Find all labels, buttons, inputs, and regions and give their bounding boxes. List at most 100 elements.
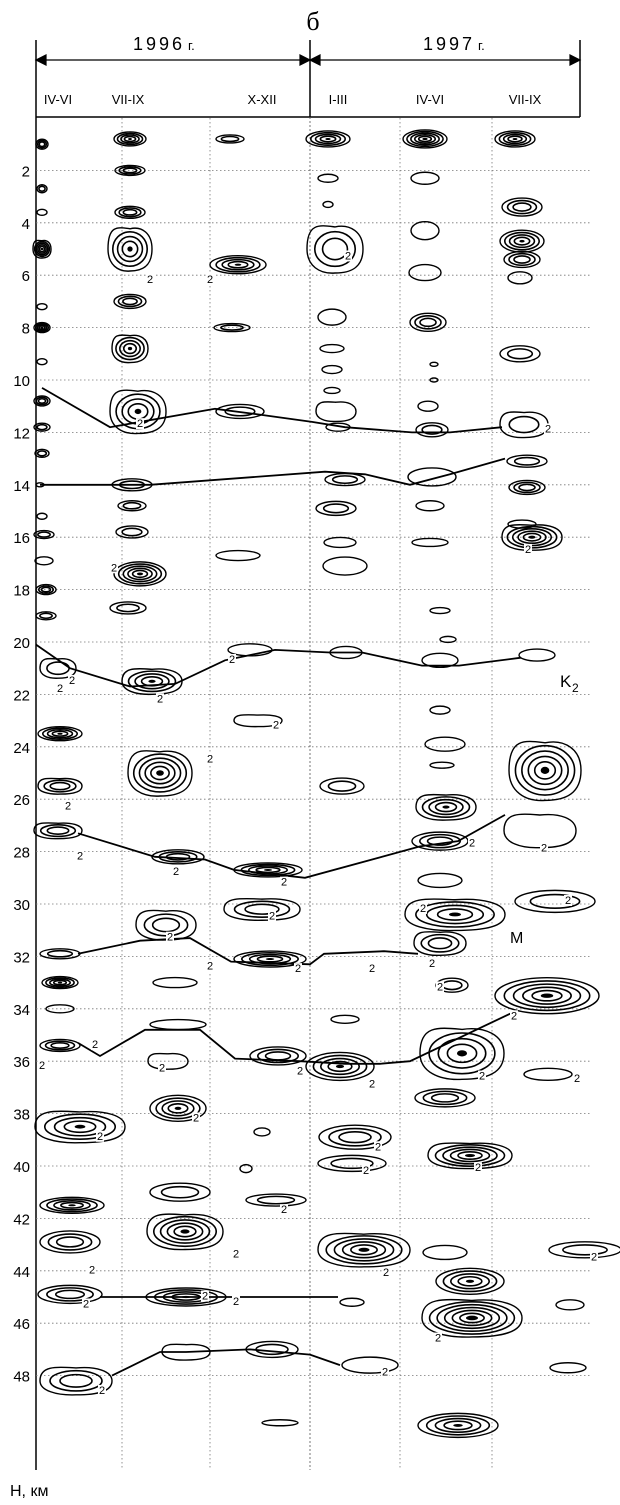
contour-cluster — [317, 1232, 411, 1268]
isoline — [116, 603, 140, 613]
k2-boundary-label: K 2 — [560, 672, 579, 695]
contour-cluster — [34, 1110, 126, 1144]
contour-cluster — [330, 1014, 360, 1024]
isoline — [421, 796, 471, 819]
isoline — [149, 1182, 211, 1202]
depth-tick-label: 16 — [13, 530, 30, 547]
isoline — [109, 389, 167, 435]
label-mask — [382, 1267, 390, 1279]
isoline — [317, 173, 339, 183]
isoline — [40, 586, 52, 593]
isoline-core — [512, 137, 518, 140]
contour-cluster — [245, 1193, 307, 1207]
isoline — [34, 322, 50, 333]
isoline — [121, 527, 143, 537]
isoline-core — [335, 1064, 345, 1069]
isoline — [224, 406, 256, 417]
contour-value-label: 2 — [369, 1078, 375, 1090]
isoline — [118, 165, 142, 175]
contour-value-label: 2 — [229, 654, 235, 666]
label-mask — [573, 1073, 581, 1085]
isoline — [239, 1163, 253, 1174]
contour-value-label: 2 — [541, 843, 547, 855]
contour-cluster — [305, 1051, 375, 1082]
isoline — [508, 740, 582, 802]
contour-cluster — [35, 611, 57, 621]
isoline — [33, 422, 51, 432]
contour-cluster — [323, 536, 357, 549]
isoline — [314, 133, 342, 145]
contour-cluster — [161, 1343, 211, 1361]
isoline — [312, 1054, 368, 1079]
label-mask — [136, 418, 144, 430]
isoline — [327, 1060, 353, 1073]
label-mask — [381, 1366, 389, 1378]
isoline — [118, 207, 142, 218]
isoline — [149, 1018, 207, 1031]
boundary-line — [77, 1010, 516, 1065]
isoline — [120, 134, 140, 144]
isoline — [44, 1040, 76, 1051]
isoline — [249, 1046, 307, 1066]
contour-cluster — [33, 422, 51, 432]
isoline — [508, 252, 536, 267]
contour-cluster — [319, 343, 345, 354]
contour-cluster — [323, 386, 341, 395]
isoline — [131, 569, 149, 579]
contour-cluster — [117, 500, 147, 512]
contour-value-label: 2 — [429, 958, 435, 970]
isoline — [522, 986, 572, 1005]
contour-cluster — [417, 400, 439, 412]
contour-cluster — [213, 322, 251, 333]
label-mask — [362, 1164, 370, 1176]
isoline — [115, 336, 145, 361]
isoline — [435, 1267, 505, 1295]
isoline — [36, 512, 48, 520]
isoline — [37, 1284, 103, 1305]
isoline — [533, 761, 557, 780]
isoline — [317, 1154, 387, 1173]
isoline — [513, 255, 531, 264]
contour-cluster — [429, 606, 451, 615]
isoline — [36, 302, 48, 311]
contour-cluster — [39, 1038, 81, 1053]
isoline-core — [528, 535, 536, 539]
isoline — [41, 727, 79, 740]
contour-cluster — [422, 1244, 468, 1261]
isoline — [36, 357, 48, 366]
isoline-core — [263, 868, 273, 871]
isoline — [221, 258, 255, 271]
isoline — [330, 1014, 360, 1024]
contour-cluster — [523, 1067, 573, 1082]
contour-value-label: 2 — [111, 562, 117, 574]
isoline — [63, 1120, 97, 1134]
isoline — [319, 1057, 361, 1076]
isoline — [503, 813, 577, 849]
isoline — [417, 400, 439, 412]
period-label: I-III — [329, 92, 348, 107]
isoline — [53, 1116, 107, 1137]
contour-value-label: 2 — [297, 1065, 303, 1077]
depth-tick-label: 26 — [13, 792, 30, 809]
isoline — [119, 339, 141, 358]
contour-cluster — [414, 1088, 476, 1108]
isoline — [122, 565, 158, 583]
isoline — [37, 531, 51, 538]
contour-cluster — [33, 822, 83, 840]
period-label: IV-VI — [416, 92, 444, 107]
isoline — [220, 135, 240, 143]
label-mask — [368, 963, 376, 975]
contour-value-label: 2 — [69, 675, 75, 687]
label-mask — [478, 1070, 486, 1082]
isoline — [113, 561, 167, 587]
isoline — [36, 323, 48, 332]
contour-cluster — [409, 312, 447, 333]
isoline — [111, 230, 149, 268]
isoline — [415, 901, 495, 928]
isoline — [32, 239, 52, 259]
isoline — [529, 893, 581, 909]
isoline — [522, 532, 542, 542]
isoline — [323, 386, 341, 395]
depth-tick-label: 14 — [13, 478, 30, 495]
isoline — [167, 1103, 189, 1114]
